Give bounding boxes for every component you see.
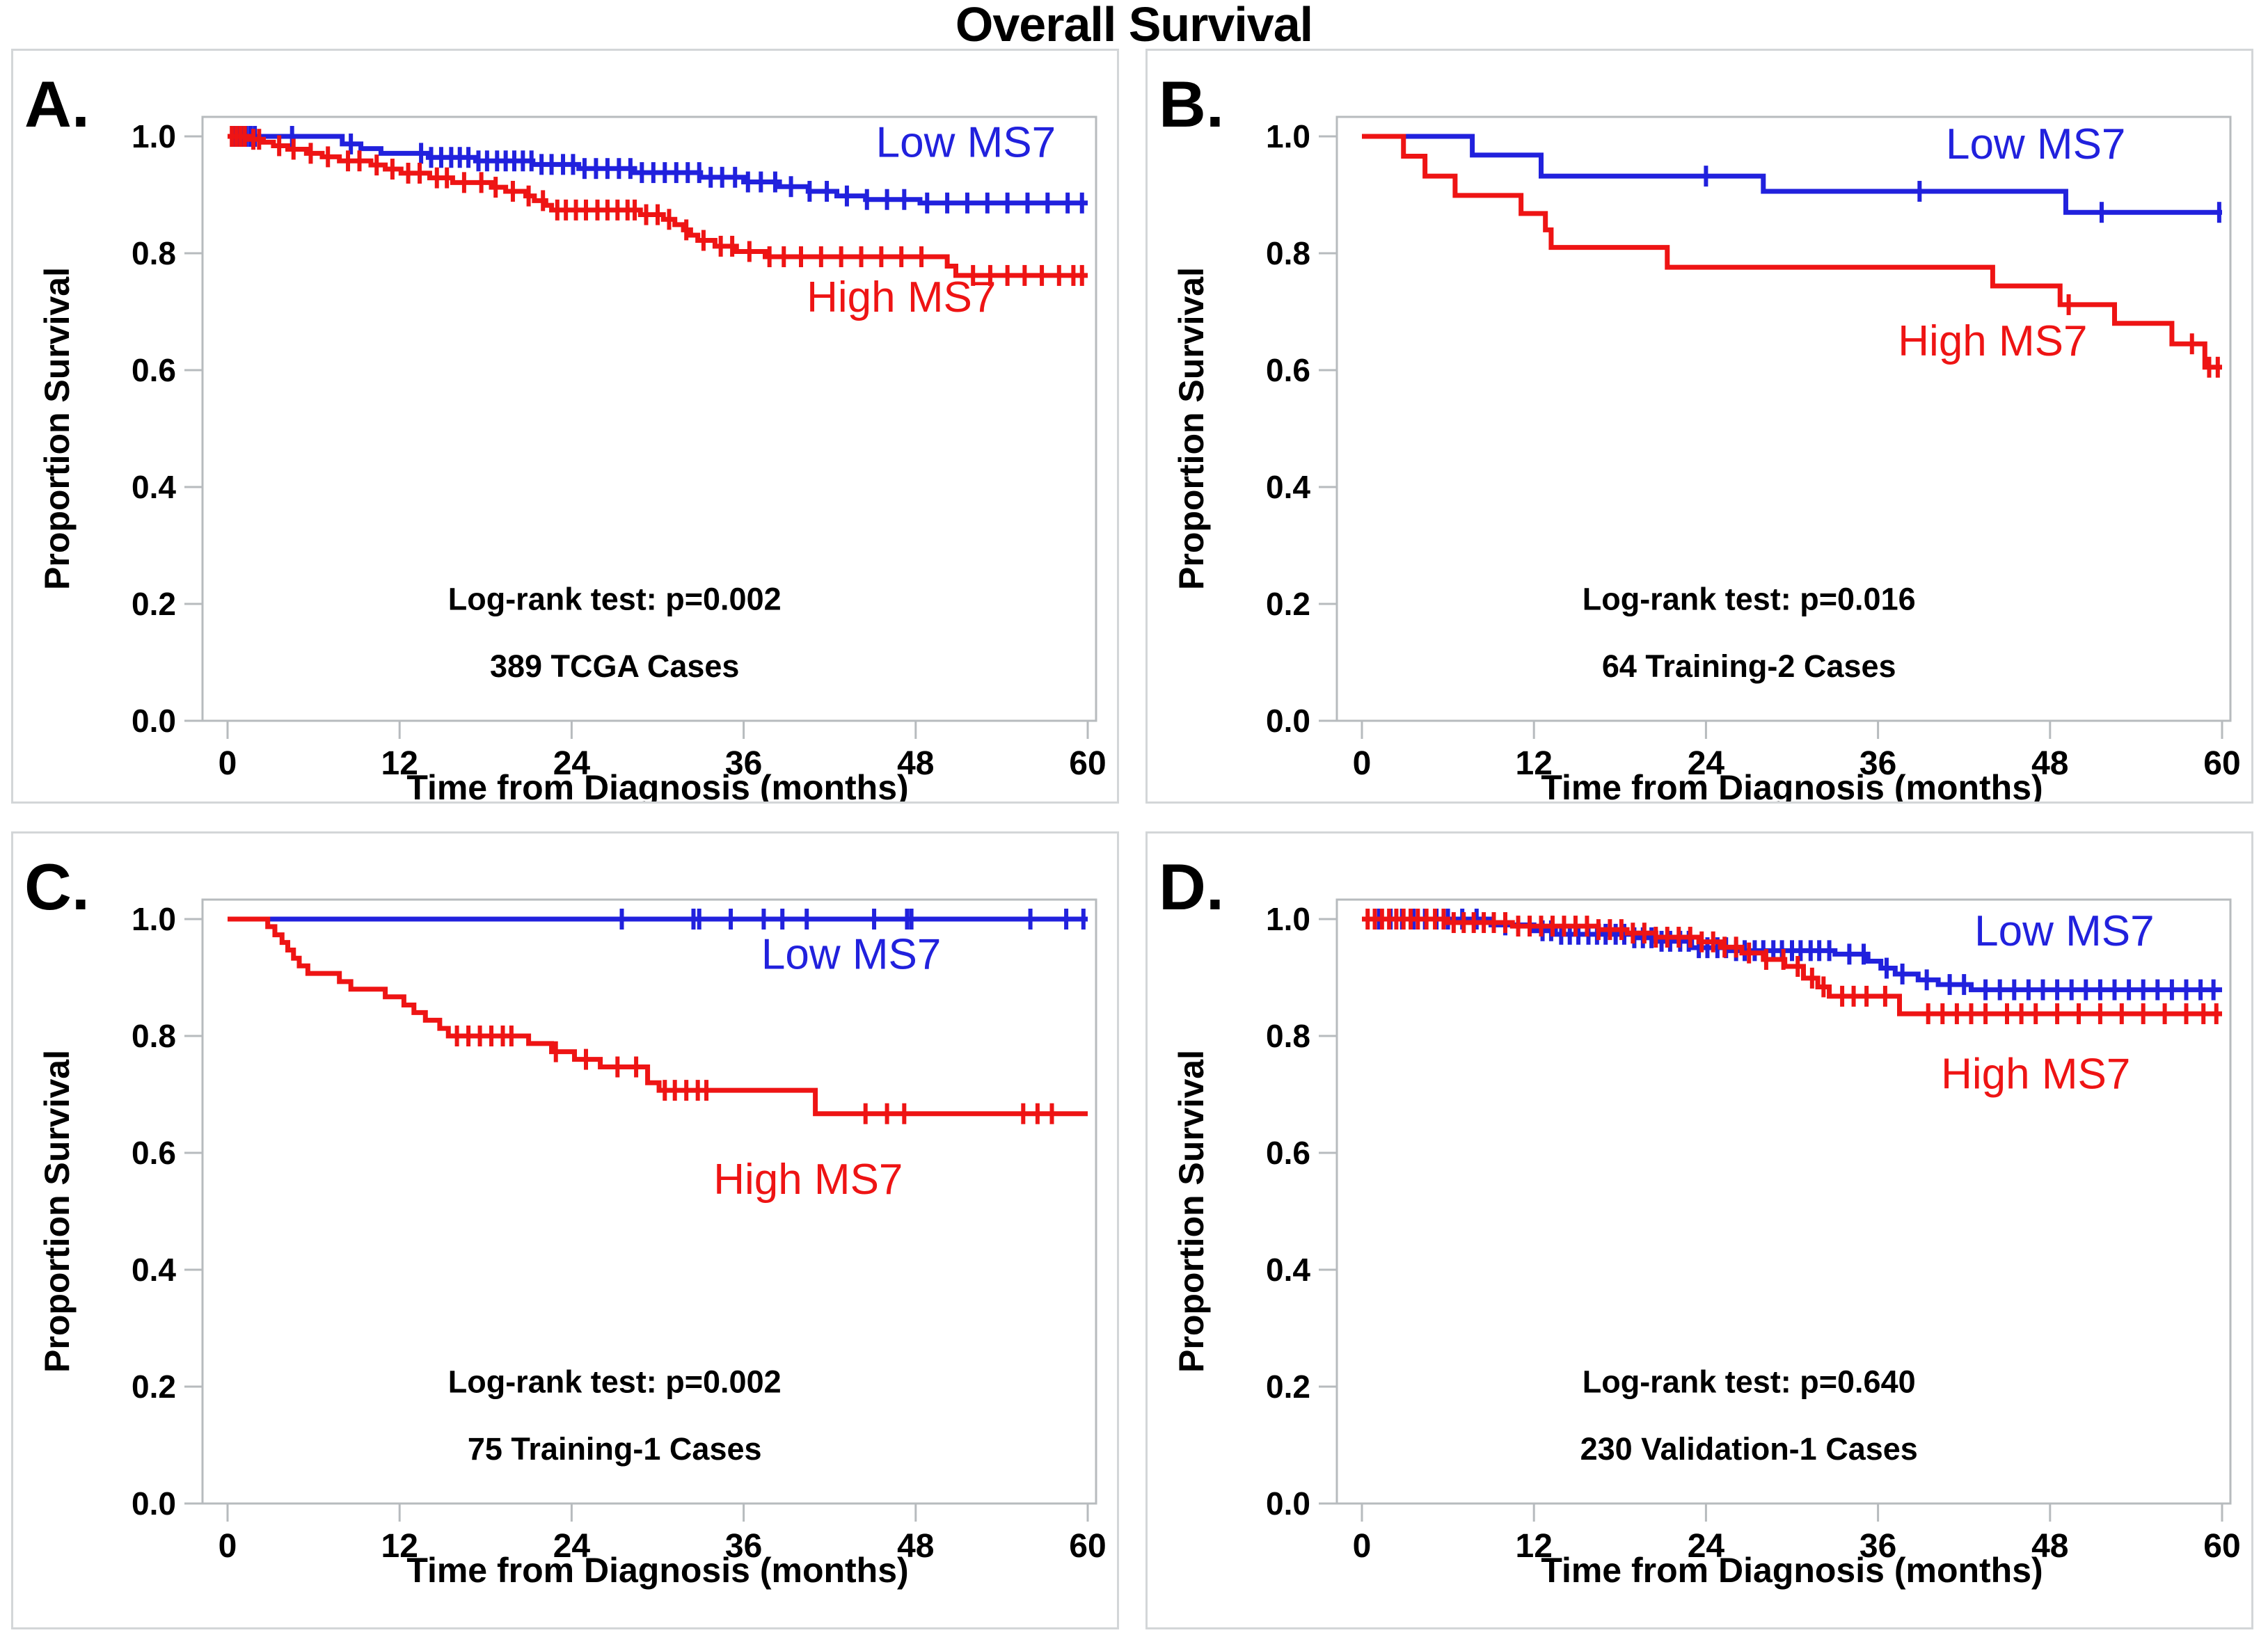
x-tick-label: 60 (1069, 1528, 1106, 1565)
km-chart-c: 1.0 0.8 0.6 0.4 0.2 0.0 0 12 24 36 48 60 Time from D… (38, 898, 1107, 1590)
y-tick-label: 0.8 (1266, 1018, 1310, 1054)
x-tick-label: 36 (1859, 745, 1896, 782)
panel-d: D. 1.0 0.8 0.6 0.4 0.2 0.0 0 12 24 36 48 60 Time fro… (1145, 831, 2253, 1629)
figure-title: Overall Survival (955, 0, 1313, 51)
x-tick-label: 48 (897, 745, 934, 782)
cases-annotation: 64 Training-2 Cases (1602, 648, 1896, 684)
y-tick-label: 0.0 (1266, 703, 1310, 739)
y-tick-label: 0.4 (1266, 469, 1310, 505)
panel-grid: A. 1.0 0.8 0.6 0.4 0.2 0.0 0 12 24 36 48 60 Time fro… (11, 49, 2257, 1629)
x-tick-label: 24 (1688, 1528, 1725, 1565)
y-tick-label: 0.4 (132, 1252, 176, 1288)
cases-annotation: 75 Training-1 Cases (468, 1431, 762, 1467)
panel-c-label: C. (24, 850, 90, 923)
x-tick-label: 48 (2031, 745, 2068, 782)
high-ms7-curve (1362, 916, 2222, 1016)
x-tick-label: 60 (2203, 745, 2240, 782)
x-tick-label: 0 (1353, 745, 1372, 782)
y-tick-label: 0.2 (1266, 1369, 1310, 1405)
panel-b-label: B. (1159, 67, 1224, 141)
x-axis-title: Time from Diagnosis (months) (1541, 1551, 2043, 1590)
legend-label-low: Low MS7 (876, 118, 1056, 166)
x-tick-label: 12 (381, 1528, 418, 1565)
high-ms7-curve (228, 916, 1088, 1117)
y-tick-label: 0.6 (132, 1135, 176, 1171)
y-tick-label: 0.4 (132, 469, 176, 505)
panel-c: C. 1.0 0.8 0.6 0.4 0.2 0.0 0 12 24 36 48 60 Time fro… (11, 831, 1119, 1629)
y-axis-title: Proportion Survival (38, 1050, 77, 1373)
x-tick-label: 12 (1516, 745, 1553, 782)
y-tick-label: 1.0 (132, 118, 176, 154)
logrank-annotation: Log-rank test: p=0.016 (1583, 581, 1916, 616)
y-tick-label: 0.4 (1266, 1252, 1310, 1288)
y-tick-label: 0.6 (132, 352, 176, 388)
panel-a: A. 1.0 0.8 0.6 0.4 0.2 0.0 0 12 24 36 48 60 Time fro… (11, 49, 1119, 804)
high-ms7-curve (1362, 134, 2222, 370)
x-axis-title: Time from Diagnosis (months) (1541, 768, 2043, 801)
km-chart-a: 1.0 0.8 0.6 0.4 0.2 0.0 0 12 24 36 48 60 Time from D… (38, 115, 1107, 801)
y-tick-label: 1.0 (132, 901, 176, 937)
y-tick-label: 1.0 (1266, 118, 1310, 154)
km-chart-d: 1.0 0.8 0.6 0.4 0.2 0.0 0 12 24 36 48 60 Time from D… (1172, 898, 2241, 1590)
y-tick-label: 0.0 (132, 1485, 176, 1522)
panel-b: B. 1.0 0.8 0.6 0.4 0.2 0.0 0 12 24 36 48 60 Time fro… (1145, 49, 2253, 804)
y-tick-label: 1.0 (1266, 901, 1310, 937)
legend-label-high: High MS7 (807, 273, 996, 321)
x-tick-label: 36 (725, 745, 762, 782)
x-tick-label: 12 (381, 745, 418, 782)
x-tick-label: 24 (1688, 745, 1725, 782)
legend-label-low: Low MS7 (1974, 907, 2154, 955)
logrank-annotation: Log-rank test: p=0.640 (1583, 1364, 1916, 1399)
plot-border (1335, 898, 2232, 1505)
legend-label-low: Low MS7 (1946, 120, 2125, 168)
x-tick-label: 24 (553, 745, 591, 782)
y-axis-title: Proportion Survival (1172, 1050, 1211, 1373)
low-ms7-curve (1362, 134, 2222, 215)
plot-border (201, 898, 1097, 1505)
x-tick-label: 12 (1516, 1528, 1553, 1565)
legend-label-low: Low MS7 (761, 930, 941, 978)
x-tick-label: 24 (553, 1528, 591, 1565)
y-tick-label: 0.8 (132, 1018, 176, 1054)
km-chart-b: 1.0 0.8 0.6 0.4 0.2 0.0 0 12 24 36 48 60 Time from D… (1172, 115, 2241, 801)
x-tick-label: 60 (2203, 1528, 2240, 1565)
cases-annotation: 389 TCGA Cases (490, 648, 740, 684)
y-tick-label: 0.6 (1266, 352, 1310, 388)
y-tick-label: 0.2 (132, 586, 176, 622)
legend-label-high: High MS7 (713, 1156, 903, 1204)
plot-border (1335, 115, 2232, 722)
x-tick-label: 0 (219, 1528, 237, 1565)
legend-label-high: High MS7 (1898, 317, 2087, 365)
y-tick-label: 0.0 (132, 703, 176, 739)
low-ms7-curve (228, 134, 1088, 206)
panel-a-label: A. (24, 67, 90, 141)
y-tick-label: 0.6 (1266, 1135, 1310, 1171)
x-axis-title: Time from Diagnosis (months) (406, 768, 908, 801)
y-axis-title: Proportion Survival (1172, 267, 1211, 590)
y-tick-label: 0.2 (132, 1369, 176, 1405)
logrank-annotation: Log-rank test: p=0.002 (448, 1364, 782, 1399)
x-tick-label: 36 (725, 1528, 762, 1565)
x-tick-label: 0 (219, 745, 237, 782)
x-tick-label: 0 (1353, 1528, 1372, 1565)
y-tick-label: 0.8 (1266, 235, 1310, 271)
x-tick-label: 60 (1069, 745, 1106, 782)
y-axis-title: Proportion Survival (38, 267, 77, 590)
legend-label-high: High MS7 (1941, 1051, 2130, 1099)
high-ms7-curve (228, 134, 1088, 278)
y-tick-label: 0.2 (1266, 586, 1310, 622)
x-tick-label: 36 (1859, 1528, 1896, 1565)
y-tick-label: 0.8 (132, 235, 176, 271)
plot-border (201, 115, 1097, 722)
x-tick-label: 48 (2031, 1528, 2068, 1565)
x-axis-title: Time from Diagnosis (months) (406, 1551, 908, 1590)
panel-d-label: D. (1159, 850, 1224, 923)
y-tick-label: 0.0 (1266, 1485, 1310, 1522)
logrank-annotation: Log-rank test: p=0.002 (448, 581, 782, 616)
x-tick-label: 48 (897, 1528, 934, 1565)
cases-annotation: 230 Validation-1 Cases (1580, 1431, 1918, 1467)
